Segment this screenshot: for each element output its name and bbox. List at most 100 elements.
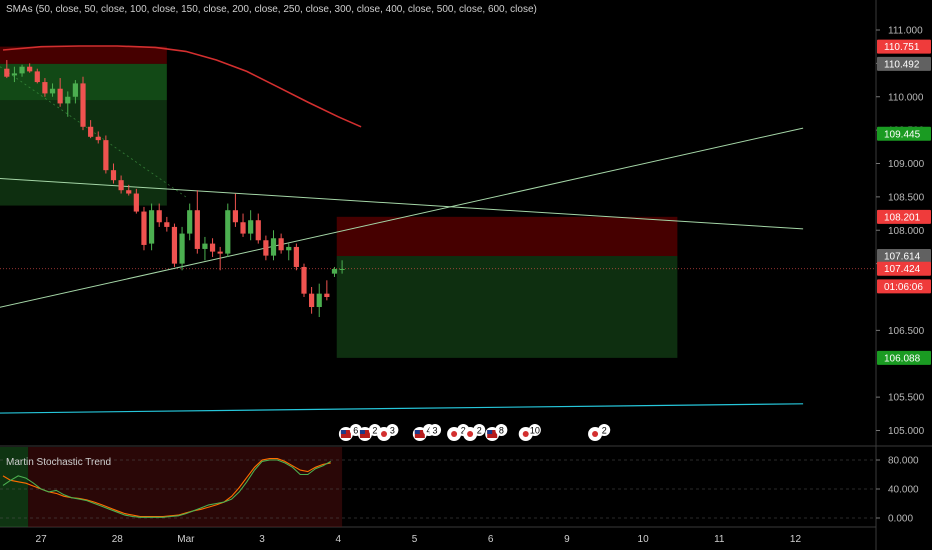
candle-body [133, 193, 139, 212]
price-label-text: 110.492 [884, 59, 920, 70]
candle-body [171, 226, 178, 264]
candle-body [95, 136, 101, 141]
event-count-text: 4 [426, 426, 431, 436]
event-count-text: 3 [433, 426, 438, 436]
economic-events[interactable]: 6 2 3 4 3 2 2 8 10 2 [338, 424, 611, 441]
event-count-text: 2 [477, 426, 482, 436]
candle-body [34, 71, 40, 83]
time-tick-label: 5 [412, 534, 418, 545]
event-count-badge[interactable] [598, 424, 611, 436]
candle-body [202, 243, 208, 249]
time-tick-label: 3 [259, 534, 265, 545]
drawn-lines[interactable] [0, 45, 876, 414]
candle-body [331, 268, 338, 274]
trendline-descending[interactable] [0, 177, 804, 230]
oscillator-main-line [2, 459, 331, 518]
us-flag-canton [340, 430, 346, 434]
position-2-stop-zone[interactable] [336, 216, 678, 257]
price-label-text: 107.614 [884, 252, 921, 263]
candle-body [194, 210, 200, 249]
price-tick-label: 105.500 [888, 393, 925, 404]
candle-body [72, 83, 78, 97]
candle-body [110, 170, 117, 181]
event-count-text: 2 [372, 426, 377, 436]
candle-body [293, 246, 299, 267]
horizontal-ray[interactable] [0, 403, 804, 414]
price-label-box[interactable] [877, 126, 931, 141]
price-label-box[interactable] [877, 39, 931, 54]
sma-line[interactable] [2, 45, 362, 128]
candle-body [232, 210, 239, 223]
event-count-badge[interactable] [386, 424, 399, 436]
price-tick-label: 105.000 [888, 426, 925, 437]
price-tick-label: 108.000 [888, 226, 925, 237]
candle-body [156, 210, 162, 223]
price-tick-label: 111.000 [888, 26, 923, 37]
us-flag-canton [414, 430, 420, 434]
candle-body [57, 88, 63, 104]
candles [4, 60, 345, 318]
price-label-text: 108.201 [884, 212, 921, 223]
position-1-stop-zone[interactable] [0, 46, 167, 64]
candle-body [164, 222, 170, 227]
time-axis[interactable]: 27 28 Mar 3 4 5 6 9 10 11 12 [36, 534, 802, 545]
price-label-box[interactable] [877, 261, 931, 276]
time-tick-label: 12 [790, 534, 802, 545]
event-count-text: 6 [353, 426, 358, 436]
time-tick-label: 6 [488, 534, 494, 545]
position-zones[interactable] [0, 46, 678, 358]
event-count-badge[interactable] [528, 424, 541, 436]
study-title[interactable]: SMAs (50, close, 50, close, 100, close, … [6, 4, 537, 15]
candle-body [49, 88, 56, 94]
time-tick-label: 28 [112, 534, 124, 545]
event-count-badge[interactable] [473, 424, 486, 436]
price-label-text: 106.088 [884, 353, 921, 364]
price-tick-label: 108.500 [888, 192, 925, 203]
price-label-text: 110.751 [884, 42, 920, 53]
candle-body [88, 126, 94, 137]
event-count-text: 3 [390, 426, 395, 436]
candle-body [209, 243, 216, 252]
price-label-text: 01:06:06 [884, 282, 923, 293]
candle-body [148, 210, 155, 244]
candle-body [263, 240, 269, 256]
event-count-text: 2 [602, 426, 607, 436]
event-count-badge[interactable] [429, 424, 442, 436]
oscillator-green-zone [0, 447, 29, 527]
oscillator-signal-line [2, 458, 331, 518]
time-tick-label: 10 [638, 534, 650, 545]
us-flag-canton [359, 430, 365, 434]
event-dot-center [381, 431, 387, 437]
candle-body [286, 246, 292, 251]
candle-body [42, 82, 48, 94]
oscillator-title[interactable]: Martin Stochastic Trend [6, 457, 112, 468]
candle-body [217, 251, 223, 254]
event-count-text: 10 [530, 426, 540, 436]
price-label-box[interactable] [877, 279, 931, 294]
candle-body [339, 268, 345, 270]
price-label-box[interactable] [877, 249, 931, 264]
price-label-box[interactable] [877, 56, 931, 71]
price-label-box[interactable] [877, 350, 931, 365]
us-flag-canton [487, 430, 493, 434]
candle-body [270, 238, 277, 256]
price-label-text: 107.424 [884, 264, 921, 275]
position-2-target-zone[interactable] [336, 256, 678, 358]
candle-body [248, 220, 254, 234]
candle-body [278, 238, 284, 251]
price-axis[interactable]: 111.000110.500110.000109.500109.000108.5… [876, 26, 931, 525]
price-label-box[interactable] [877, 209, 931, 224]
event-count-text: 2 [461, 426, 466, 436]
candle-body [65, 96, 71, 104]
trendline-ascending[interactable] [0, 127, 804, 308]
oscillator-tick-label: 0.000 [888, 514, 913, 525]
event-count-text: 8 [499, 426, 504, 436]
event-count-badge[interactable] [495, 424, 508, 436]
oscillator-tick-label: 80.000 [888, 456, 919, 467]
time-tick-label: 9 [564, 534, 570, 545]
candle-body [19, 66, 25, 74]
candle-body [255, 220, 261, 241]
event-dot-center [592, 431, 599, 437]
price-tick-label: 109.000 [888, 159, 925, 170]
